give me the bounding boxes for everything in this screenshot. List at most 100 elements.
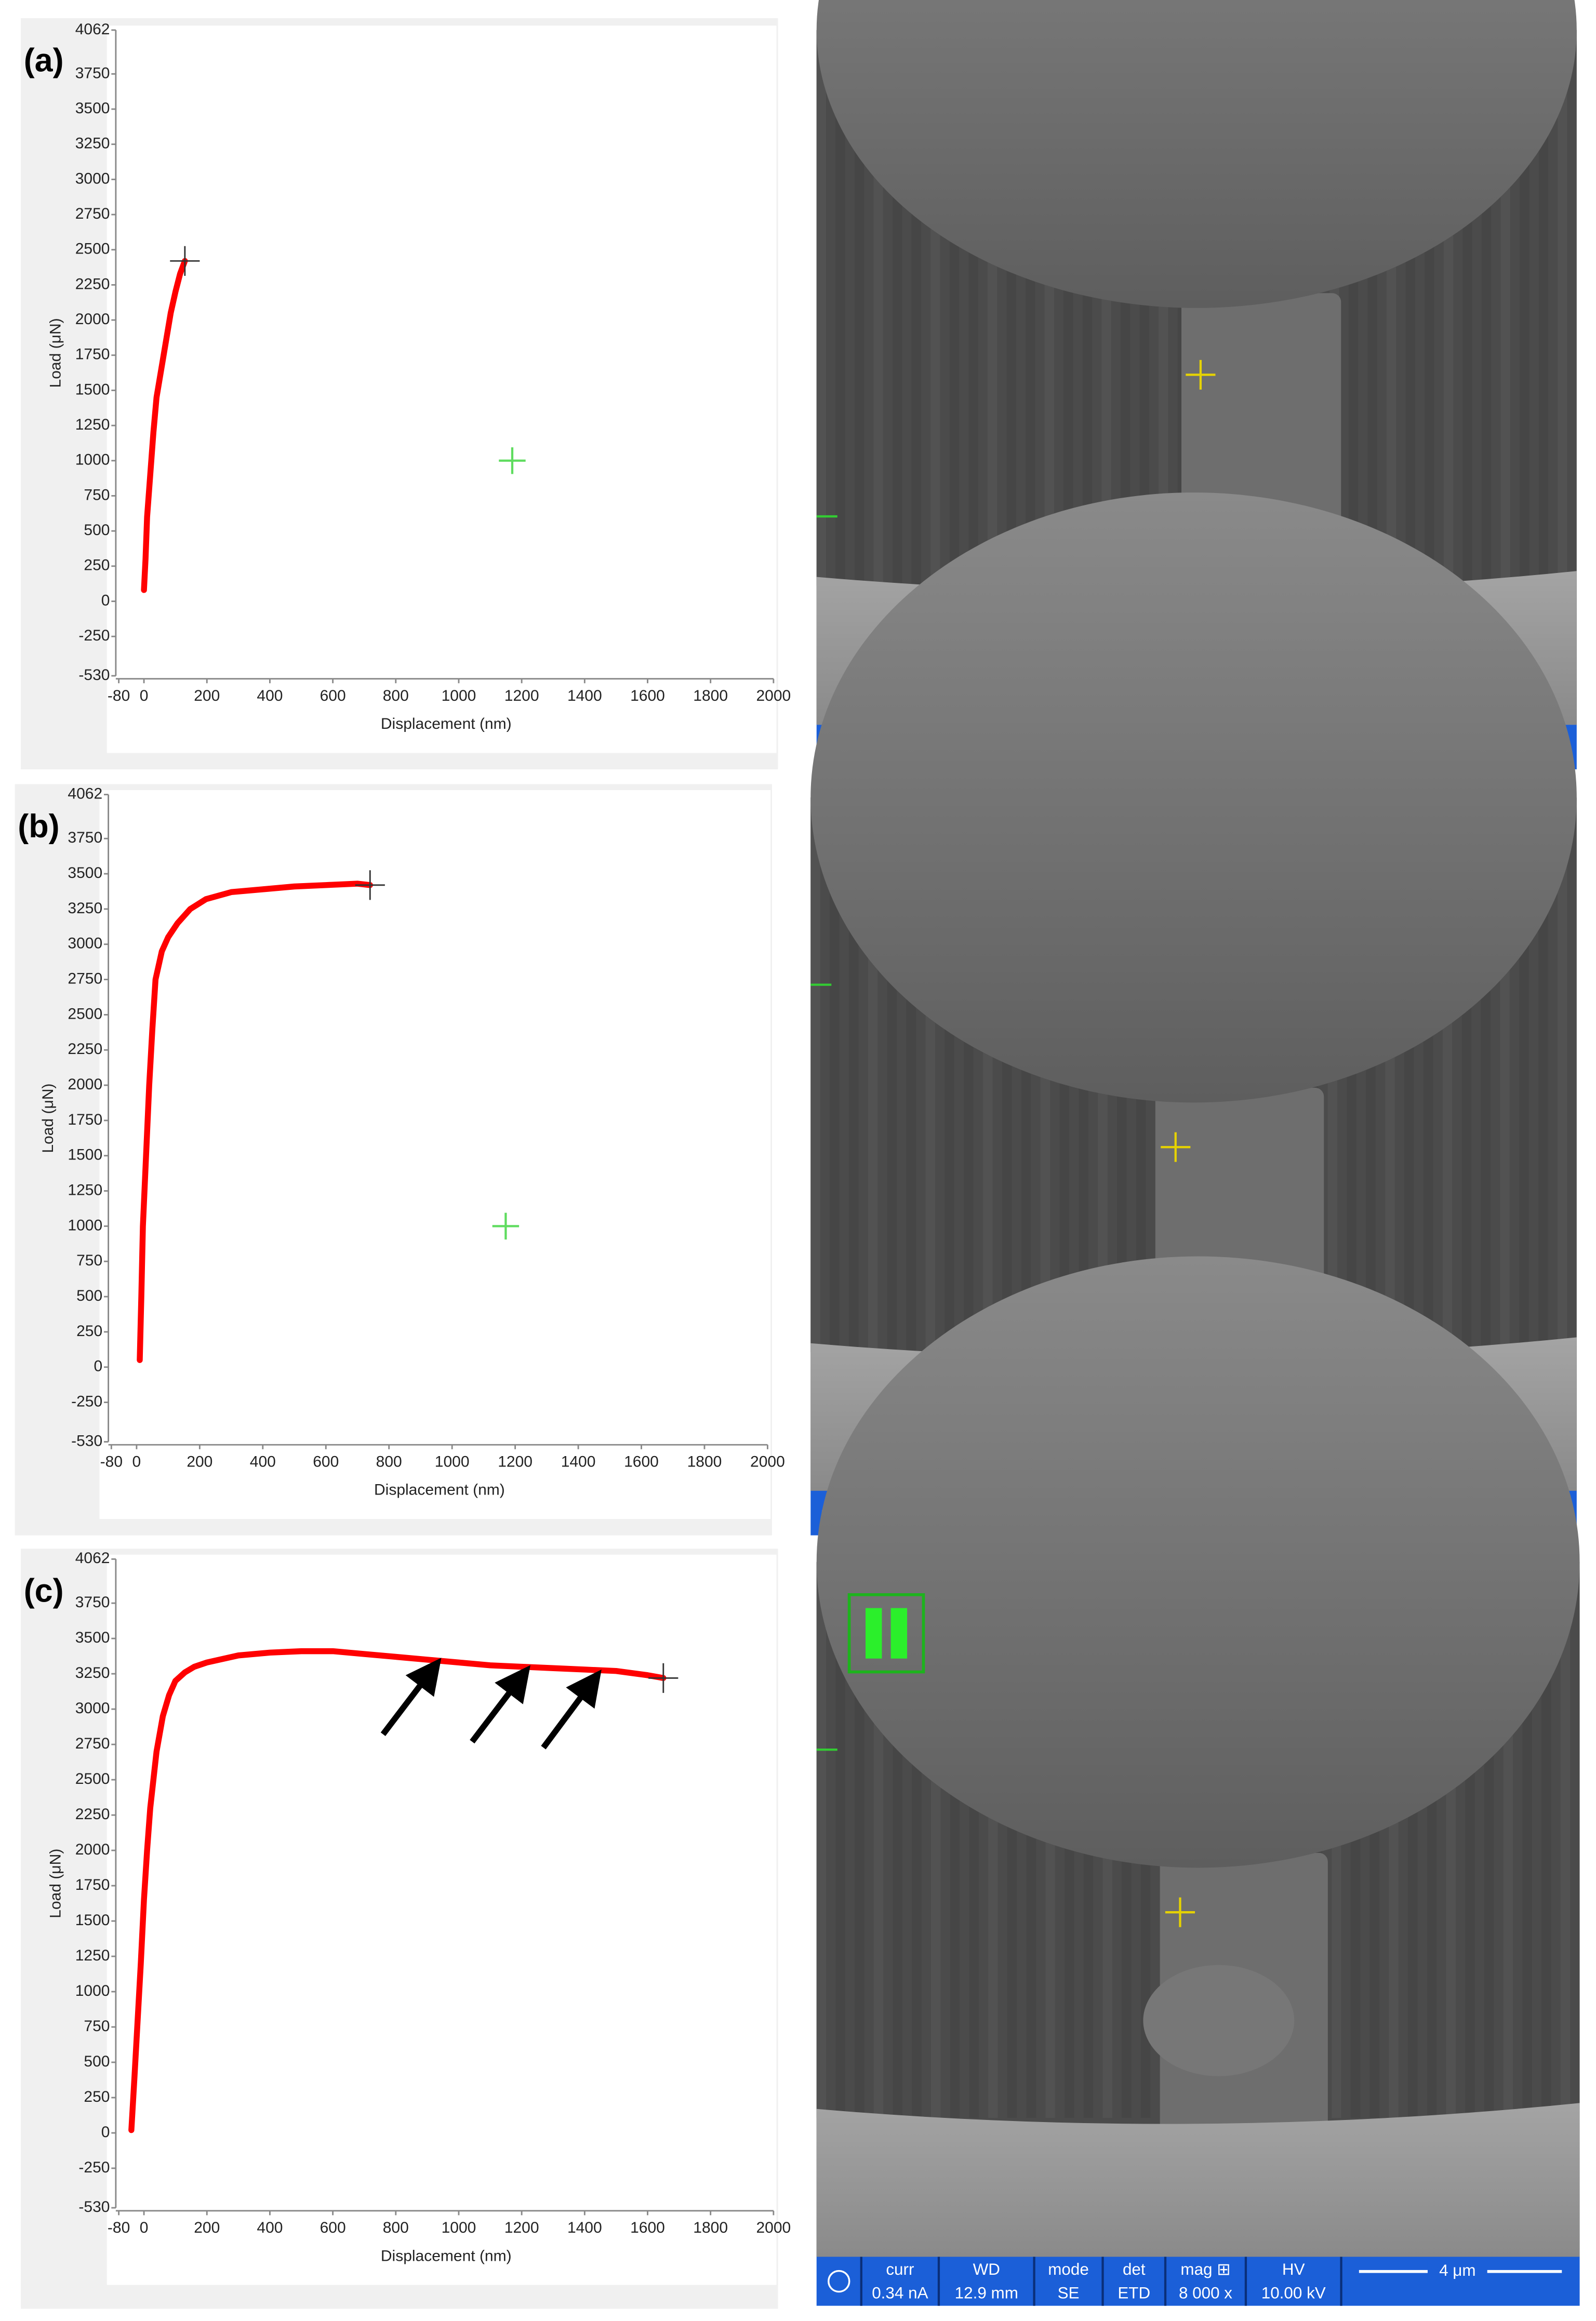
streak <box>816 1562 827 2118</box>
y-tick-label: 2250 <box>75 1806 110 1823</box>
y-tick-label: 250 <box>84 2088 110 2105</box>
scale-label-bg <box>1427 2260 1487 2282</box>
y-tick-label: 4062 <box>68 785 102 803</box>
x-tick-label: 1400 <box>567 2219 602 2236</box>
y-tick-label: -530 <box>78 2198 110 2216</box>
y-tick-label: 1750 <box>75 1876 110 1893</box>
y-tick-label: 0 <box>101 592 110 609</box>
y-tick-label: 250 <box>76 1323 102 1340</box>
y-tick-label: 0 <box>101 2124 110 2141</box>
x-tick-label: -80 <box>108 687 130 704</box>
end-cursor <box>170 246 200 276</box>
y-tick-label: 2250 <box>75 275 110 292</box>
x-tick-label: 800 <box>383 2219 409 2236</box>
x-tick-label: 600 <box>313 1453 339 1470</box>
x-tick-label: 600 <box>320 687 346 704</box>
streak <box>810 797 820 1352</box>
y-axis-label: Load (μN) <box>47 1849 64 1918</box>
y-tick-label: 1000 <box>68 1217 102 1234</box>
arrows <box>380 1658 602 1750</box>
info-value: 0.34 nA <box>872 2284 928 2302</box>
info-icon <box>828 2270 850 2293</box>
info-value: ETD <box>1118 2284 1150 2302</box>
info-label: curr <box>886 2260 914 2278</box>
y-tick-label: 3750 <box>68 829 102 846</box>
arrow <box>470 1665 530 1744</box>
y-tick-label: 3250 <box>75 135 110 152</box>
x-axis-label: Displacement (nm) <box>374 1482 505 1499</box>
y-tick-label: 1250 <box>68 1181 102 1198</box>
x-tick-label: 1800 <box>693 687 728 704</box>
y-tick-label: 1000 <box>75 1982 110 1999</box>
x-tick-label: 400 <box>250 1453 276 1470</box>
arrow <box>380 1658 442 1736</box>
x-tick-label: 200 <box>194 2219 220 2236</box>
y-tick-label: 2250 <box>68 1041 102 1058</box>
x-tick-label: 1400 <box>567 687 602 704</box>
x-tick-label: 1800 <box>693 2219 728 2236</box>
streak <box>830 797 840 1352</box>
streak <box>816 30 827 586</box>
y-tick-label: 750 <box>84 2018 110 2035</box>
cursor <box>492 1212 520 1240</box>
streak <box>835 1562 845 2118</box>
y-tick-label: -530 <box>71 1432 102 1449</box>
info-value: SE <box>1058 2284 1080 2302</box>
y-tick-label: 1000 <box>75 451 110 469</box>
info-label: HV <box>1282 2260 1305 2278</box>
x-tick-label: 0 <box>132 1453 141 1470</box>
y-tick-label: 3000 <box>75 170 110 187</box>
x-tick-label: 1400 <box>561 1453 596 1470</box>
y-tick-label: 1250 <box>75 416 110 433</box>
y-tick-label: 250 <box>84 557 110 574</box>
info-label: mag ⊞ <box>1180 2260 1230 2278</box>
x-tick-label: -80 <box>100 1453 123 1470</box>
y-tick-label: 3250 <box>75 1664 110 1682</box>
y-tick-label: 3000 <box>75 1700 110 1717</box>
y-tick-label: 1750 <box>68 1111 102 1128</box>
y-tick-label: 1750 <box>75 346 110 363</box>
x-axis-label: Displacement (nm) <box>381 2247 512 2264</box>
y-tick-label: 3500 <box>75 100 110 117</box>
y-tick-label: 2500 <box>75 241 110 258</box>
x-tick-label: 1600 <box>630 2219 665 2236</box>
data-line <box>141 258 188 593</box>
panel-label: (a) <box>24 42 64 78</box>
chart-panel: -530-25002505007501000125015001750200022… <box>15 784 785 1536</box>
y-tick-label: 1500 <box>75 1912 110 1929</box>
streak <box>1538 30 1548 586</box>
x-tick-label: 1200 <box>504 2219 539 2236</box>
plot-area <box>99 790 771 1519</box>
pause-bar <box>890 1608 908 1659</box>
info-value: 10.00 kV <box>1261 2284 1326 2302</box>
y-tick-label: 2750 <box>75 1735 110 1752</box>
y-tick-label: 2750 <box>68 970 102 987</box>
indenter-tip <box>816 0 1577 308</box>
y-tick-label: -250 <box>78 2159 110 2176</box>
x-tick-label: 1200 <box>504 687 539 704</box>
y-tick-label: 3250 <box>68 900 102 917</box>
cursor <box>499 447 526 474</box>
y-axis-label: Load (μN) <box>47 318 64 388</box>
y-tick-label: 500 <box>84 2053 110 2070</box>
y-tick-label: 1250 <box>75 1947 110 1964</box>
arrow <box>541 1669 602 1750</box>
y-tick-label: 500 <box>84 522 110 539</box>
streak <box>1558 30 1567 586</box>
y-tick-label: 2000 <box>75 1841 110 1858</box>
streak <box>1538 797 1548 1352</box>
x-axis-label: Displacement (nm) <box>381 715 512 732</box>
x-tick-label: 200 <box>187 1453 212 1470</box>
chart-panel: -530-25002505007501000125015001750200022… <box>21 18 791 770</box>
x-tick-label: 0 <box>140 2219 149 2236</box>
y-tick-label: 1500 <box>75 381 110 398</box>
x-tick-label: 800 <box>383 687 409 704</box>
panel-label: (b) <box>18 808 59 845</box>
y-tick-label: 500 <box>76 1287 102 1304</box>
y-tick-label: 4062 <box>75 21 110 38</box>
y-tick-label: -250 <box>71 1393 102 1410</box>
info-label: WD <box>973 2260 1000 2278</box>
x-tick-label: 1600 <box>630 687 665 704</box>
